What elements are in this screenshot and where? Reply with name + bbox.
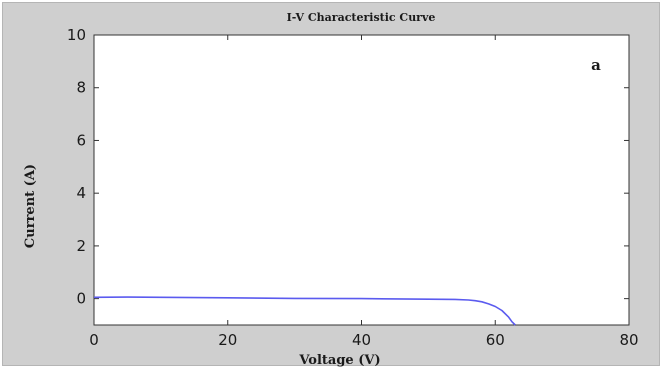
y-axis-label: Current (A) — [23, 164, 38, 248]
x-tick-label: 0 — [89, 331, 99, 349]
x-tick-label: 40 — [352, 331, 371, 349]
y-tick-label: 6 — [76, 131, 86, 149]
y-tick-label: 4 — [76, 184, 86, 202]
y-tick-label: 10 — [67, 26, 86, 44]
plot-area — [93, 34, 630, 326]
x-tick-label: 60 — [486, 331, 505, 349]
x-tick-label: 80 — [619, 331, 638, 349]
y-tick-label: 0 — [76, 290, 86, 308]
series-line — [93, 296, 516, 326]
x-tick-label: 20 — [218, 331, 237, 349]
panel-annotation: a — [591, 56, 601, 74]
y-tick-label: 2 — [76, 237, 86, 255]
x-axis-label: Voltage (V) — [298, 353, 380, 368]
y-tick-label: 8 — [76, 79, 86, 97]
chart-title: I-V Characteristic Curve — [287, 11, 436, 24]
